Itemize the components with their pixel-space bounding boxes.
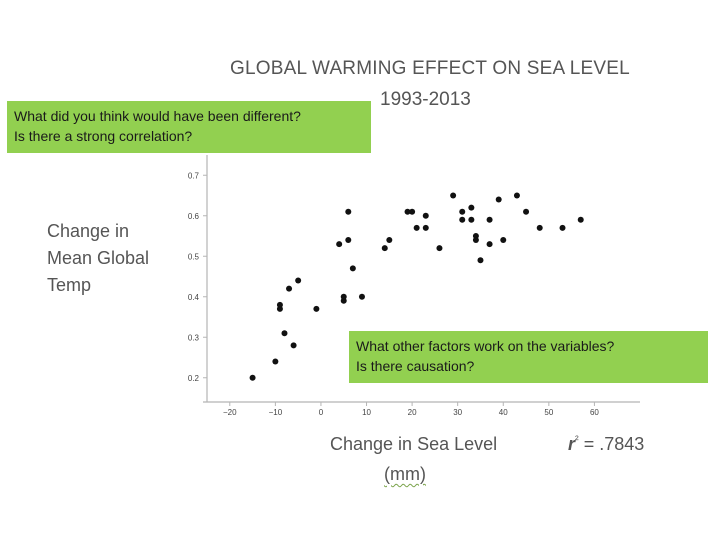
y-tick-label: 0.2: [188, 374, 200, 383]
x-tick-label: 20: [408, 408, 417, 417]
plot-axes: [203, 155, 640, 406]
data-point: [500, 237, 507, 244]
x-axis-label: Change in Sea Level: [330, 434, 498, 454]
data-point: [459, 208, 466, 215]
data-point: [272, 358, 279, 365]
y-tick-label: 0.7: [188, 171, 200, 180]
x-tick-label: −20: [223, 408, 237, 417]
chart-subtitle: 1993-2013: [380, 89, 471, 110]
y-tick-label: 0.4: [188, 293, 200, 302]
x-axis-unit-text: (mm): [384, 464, 426, 484]
data-point: [459, 216, 466, 223]
data-point: [345, 208, 352, 215]
data-point: [468, 216, 475, 223]
x-tick-label: −10: [269, 408, 283, 417]
question-callout-top: What did you think would have been diffe…: [7, 101, 371, 153]
question-bottom-line-1: What other factors work on the variables…: [356, 338, 615, 354]
question-bottom-line-2: Is there causation?: [356, 358, 475, 374]
data-point: [468, 204, 475, 211]
data-point: [381, 245, 388, 252]
data-point: [477, 257, 484, 264]
data-point: [513, 192, 520, 199]
data-point: [422, 224, 429, 231]
x-tick-label: 0: [319, 408, 324, 417]
data-point: [386, 237, 393, 244]
data-point: [349, 265, 356, 272]
y-axis-label-line-2: Mean Global: [47, 248, 150, 268]
y-axis-label-line-1: Change in: [47, 221, 130, 241]
data-point: [436, 245, 443, 252]
y-axis-label: Change in Mean Global Temp: [47, 218, 149, 299]
r-value-text: = .7843: [583, 434, 645, 454]
x-tick-label: 40: [499, 408, 508, 417]
y-axis-label-line-3: Temp: [47, 275, 92, 295]
question-callout-bottom: What other factors work on the variables…: [349, 331, 708, 383]
tick-labels: 0.2 0.3 0.4 0.5 0.6 0.7 −20 −10 0 10 20 30 40 50 60: [188, 171, 600, 417]
data-point: [281, 330, 288, 337]
x-tick-label: 60: [590, 408, 599, 417]
r-symbol: r: [568, 434, 576, 454]
data-point: [313, 305, 320, 312]
data-point: [340, 293, 347, 300]
data-point: [577, 216, 584, 223]
question-top-line-2: Is there a strong correlation?: [14, 128, 193, 144]
question-top-line-1: What did you think would have been diffe…: [14, 108, 301, 124]
x-tick-label: 10: [362, 408, 371, 417]
data-point: [413, 224, 420, 231]
data-points: [249, 192, 584, 381]
data-point: [422, 212, 429, 219]
data-point: [486, 216, 493, 223]
y-tick-label: 0.5: [188, 252, 200, 261]
x-tick-label: 30: [453, 408, 462, 417]
data-point: [409, 208, 416, 215]
chart-title: GLOBAL WARMING EFFECT ON SEA LEVEL: [230, 58, 630, 79]
y-tick-label: 0.6: [188, 212, 200, 221]
data-point: [559, 224, 566, 231]
data-point: [495, 196, 502, 203]
data-point: [536, 224, 543, 231]
data-point: [472, 237, 479, 244]
x-tick-label: 50: [544, 408, 553, 417]
data-point: [358, 293, 365, 300]
data-point: [345, 237, 352, 244]
data-point: [486, 241, 493, 248]
correlation-value: r² = .7843: [568, 434, 645, 454]
data-point: [450, 192, 457, 199]
data-point: [290, 342, 297, 349]
data-point: [336, 241, 343, 248]
x-axis-unit: (mm): [384, 464, 426, 485]
data-point: [276, 301, 283, 308]
y-tick-label: 0.3: [188, 333, 200, 342]
data-point: [286, 285, 293, 292]
data-point: [404, 208, 411, 215]
data-point: [249, 374, 256, 381]
data-point: [523, 208, 530, 215]
data-point: [295, 277, 302, 284]
